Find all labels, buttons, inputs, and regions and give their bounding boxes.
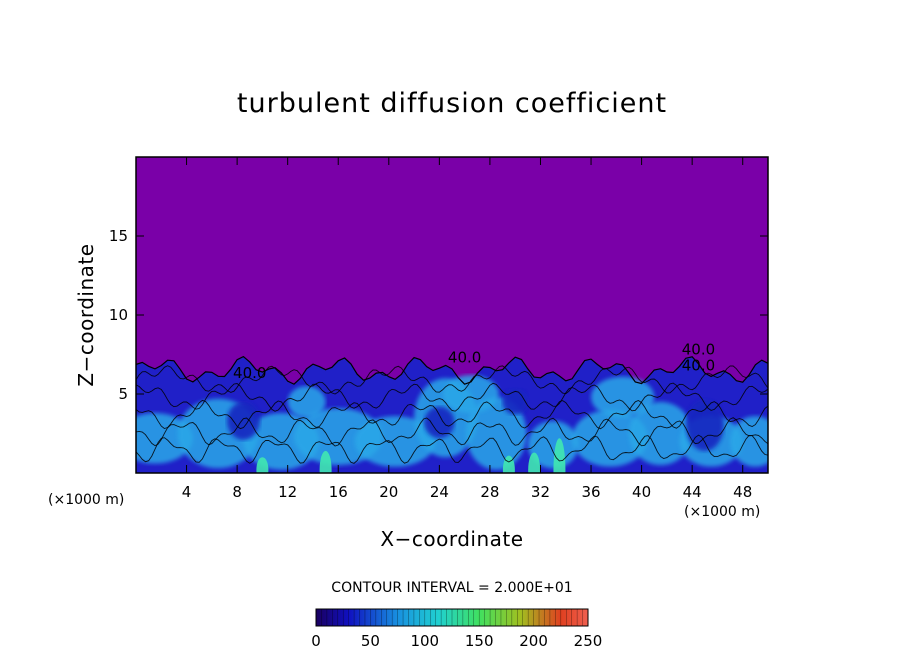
chart-title: turbulent diffusion coefficient [237, 88, 667, 119]
x-tick-label: 36 [581, 483, 600, 501]
x-axis: 4 8 12 16 20 24 28 32 36 40 44 48 [182, 157, 752, 501]
vortex-core [424, 406, 455, 439]
vortex-core [227, 401, 260, 440]
colorbar-tick-label: 100 [410, 632, 439, 650]
x-axis-label: X−coordinate [380, 527, 523, 551]
colorbar-tick-label: 250 [574, 632, 603, 650]
y-axis-label: Z−coordinate [74, 243, 98, 386]
x-tick-label: 32 [531, 483, 550, 501]
x-tick-label: 44 [683, 483, 702, 501]
x-tick-label: 24 [430, 483, 449, 501]
colorbar-tick-label: 200 [519, 632, 548, 650]
contour-line [136, 355, 768, 385]
y-tick-label: 5 [118, 385, 128, 403]
contour-line [136, 382, 768, 412]
x-tick-label: 12 [278, 483, 297, 501]
x-tick-label: 20 [379, 483, 398, 501]
eddy-blob [465, 397, 527, 470]
contour-label: 40.0 [448, 348, 481, 366]
contour-label: 40.0 [682, 341, 715, 359]
eddy-blob [527, 420, 579, 469]
turbulent-layer [136, 356, 768, 473]
y-axis: 5 10 15 [109, 227, 768, 403]
eddy-blob [443, 375, 499, 413]
high-value-plume [553, 438, 566, 473]
x-unit-label-right: (×1000 m) [684, 504, 760, 520]
heatmap-field [136, 157, 768, 473]
high-value-plume [528, 452, 541, 473]
contour-line [136, 434, 768, 464]
eddy-blob [730, 416, 768, 467]
colorbar: 0 50 100 150 200 250 [311, 608, 602, 650]
high-value-plume [256, 457, 269, 473]
eddy-blob [628, 401, 693, 466]
contour-label: 40.0 [233, 364, 266, 382]
x-tick-label: 28 [480, 483, 499, 501]
vortex-core [685, 400, 724, 451]
x-tick-label: 8 [232, 483, 242, 501]
vortex-core [502, 389, 528, 415]
colorbar-ticks: 0 50 100 150 200 250 [311, 632, 602, 650]
contour-label: 40.0 [682, 356, 715, 374]
high-value-plume [502, 455, 515, 473]
y-tick-label: 10 [109, 306, 128, 324]
x-tick-label: 40 [632, 483, 651, 501]
x-tick-label: 4 [182, 483, 192, 501]
colorbar-frame [315, 608, 589, 627]
contour-line [136, 417, 768, 447]
colorbar-tick-label: 0 [311, 632, 321, 650]
y-tick-label: 15 [109, 227, 128, 245]
colorbar-tick-label: 150 [465, 632, 494, 650]
contour-line [136, 365, 768, 395]
eddy-blob [287, 386, 326, 418]
contour-labels: 40.040.0 40.040.0 [233, 341, 715, 383]
x-tick-label: 16 [329, 483, 348, 501]
x-unit-label-left: (×1000 m) [48, 492, 124, 508]
colorbar-tick-label: 50 [361, 632, 380, 650]
contour-line [136, 399, 768, 430]
contour-interval-label: CONTOUR INTERVAL = 2.000E+01 [331, 580, 572, 596]
x-tick-label: 48 [733, 483, 752, 501]
eddy-blob [591, 376, 655, 418]
contour-lines [136, 355, 768, 464]
high-value-plume [319, 450, 332, 473]
